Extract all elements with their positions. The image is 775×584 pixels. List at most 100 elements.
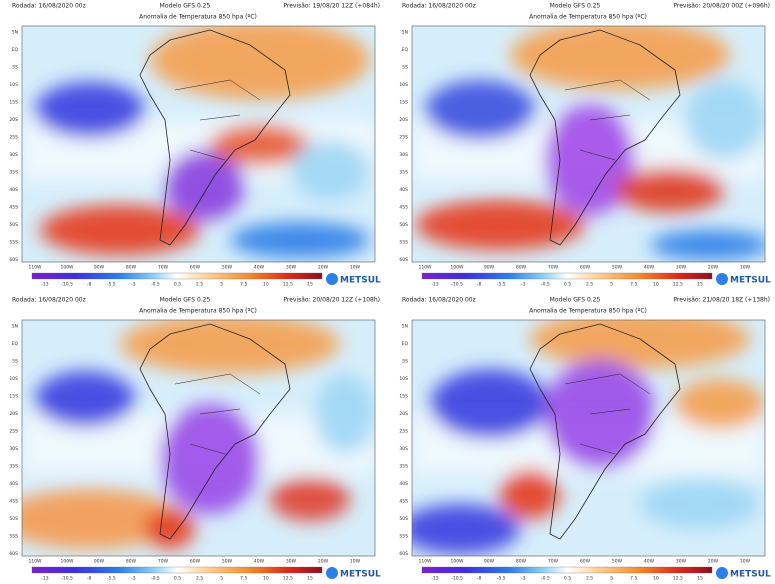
lat-label: 35S <box>399 170 408 176</box>
map-frame <box>21 25 376 263</box>
map-title: Anomalia de Temperatura 850 hpa (ºC) <box>529 14 647 21</box>
lat-label: 10S <box>399 82 408 88</box>
colorbar-label: 2.5 <box>586 576 593 582</box>
lon-label: 30W <box>286 265 297 271</box>
colorbar-label: 0.5 <box>564 576 571 582</box>
anomaly-field <box>22 26 375 258</box>
map-frame <box>21 319 376 557</box>
lat-label: 50S <box>9 222 18 228</box>
anomaly-blob <box>685 80 765 160</box>
lat-label: 20S <box>9 117 18 123</box>
lon-label: 20W <box>708 265 719 271</box>
colorbar-label: -3 <box>521 576 526 582</box>
lat-label: 45S <box>9 205 18 211</box>
lon-label: 80W <box>126 559 137 565</box>
anomaly-blob <box>415 200 585 250</box>
colorbar-label: -0.5 <box>151 282 160 288</box>
lat-label: 5N <box>12 30 18 36</box>
colorbar <box>31 566 323 574</box>
lon-label: 20W <box>318 265 329 271</box>
anomaly-blob <box>510 26 730 90</box>
lat-label: 5S <box>402 359 408 365</box>
lon-label: 70W <box>548 559 559 565</box>
anomaly-blob <box>430 369 550 439</box>
lat-label: 45S <box>399 499 408 505</box>
colorbar-label: 12.5 <box>673 576 683 582</box>
colorbar-label: 5 <box>220 282 223 288</box>
continent-outline <box>139 29 291 246</box>
lat-label: 20S <box>399 411 408 417</box>
colorbar-label: 15 <box>697 282 703 288</box>
logo-icon <box>716 567 728 579</box>
lat-label: 40S <box>399 481 408 487</box>
logo-text: METSUL <box>730 570 771 580</box>
colorbar-label: -13 <box>431 282 438 288</box>
lon-label: 60W <box>190 559 201 565</box>
map-area <box>22 26 375 262</box>
continent-outline <box>529 29 681 246</box>
anomaly-blob <box>650 230 765 260</box>
model-label: Modelo GFS 0.25 <box>160 297 211 304</box>
lat-label: 55S <box>399 240 408 246</box>
lon-label: 50W <box>612 559 623 565</box>
anomaly-blob <box>545 359 655 469</box>
anomaly-blob <box>545 105 635 215</box>
lon-label: 30W <box>676 559 687 565</box>
lon-label: 80W <box>516 265 527 271</box>
lat-label: 60S <box>399 551 408 557</box>
colorbar-label: 2.5 <box>586 282 593 288</box>
lat-label: 20S <box>399 117 408 123</box>
lat-label: 30S <box>399 152 408 158</box>
anomaly-blob <box>22 489 180 549</box>
lon-label: 60W <box>580 559 591 565</box>
model-label: Modelo GFS 0.25 <box>550 297 601 304</box>
colorbar-label: -3 <box>521 282 526 288</box>
colorbar-label: 2.5 <box>196 576 203 582</box>
lon-label: 70W <box>158 559 169 565</box>
lat-label: 40S <box>9 187 18 193</box>
colorbar <box>421 272 713 280</box>
anomaly-blob <box>35 371 135 427</box>
lat-label: EQ <box>402 341 409 347</box>
lat-label: 15S <box>399 394 408 400</box>
lon-label: 100W <box>450 265 464 271</box>
lat-label: 25S <box>9 429 18 435</box>
colorbar-label: 0.5 <box>174 576 181 582</box>
lon-label: 110W <box>28 265 42 271</box>
anomaly-field <box>22 320 375 549</box>
colorbar-label: 12.5 <box>283 576 293 582</box>
logo-icon <box>716 273 728 285</box>
colorbar-label: 10 <box>263 576 269 582</box>
lon-label: 40W <box>254 265 265 271</box>
colorbar <box>31 272 323 280</box>
lon-label: 110W <box>418 559 432 565</box>
colorbar-label: -5.5 <box>497 282 506 288</box>
run-label: Rodada: 16/08/2020 00z <box>12 297 86 304</box>
run-label: Rodada: 16/08/2020 00z <box>402 297 476 304</box>
lon-label: 100W <box>450 559 464 565</box>
lat-label: 50S <box>399 222 408 228</box>
run-label: Rodada: 16/08/2020 00z <box>402 3 476 10</box>
map-area <box>22 320 375 556</box>
lat-label: 60S <box>399 257 408 263</box>
colorbar-label: -10.5 <box>451 282 463 288</box>
map-panel: Rodada: 16/08/2020 00z Modelo GFS 0.25 Pre… <box>399 3 771 288</box>
colorbar-label: 2.5 <box>196 282 203 288</box>
anomaly-blob <box>150 26 370 100</box>
colorbar-label: 7.5 <box>630 282 637 288</box>
logo-icon <box>326 567 338 579</box>
lon-label: 80W <box>516 559 527 565</box>
anomaly-blob <box>120 320 340 374</box>
colorbar-label: -3 <box>131 576 136 582</box>
lat-label: 5S <box>402 65 408 71</box>
lon-label: 50W <box>222 559 233 565</box>
lon-label: 40W <box>644 265 655 271</box>
colorbar-label: -8 <box>477 282 482 288</box>
logo-text: METSUL <box>340 570 381 580</box>
run-label: Rodada: 16/08/2020 00z <box>12 3 86 10</box>
colorbar-label: 15 <box>697 576 703 582</box>
lat-label: EQ <box>402 47 409 53</box>
anomaly-blob <box>412 504 520 554</box>
colorbar-label: -5.5 <box>107 282 116 288</box>
